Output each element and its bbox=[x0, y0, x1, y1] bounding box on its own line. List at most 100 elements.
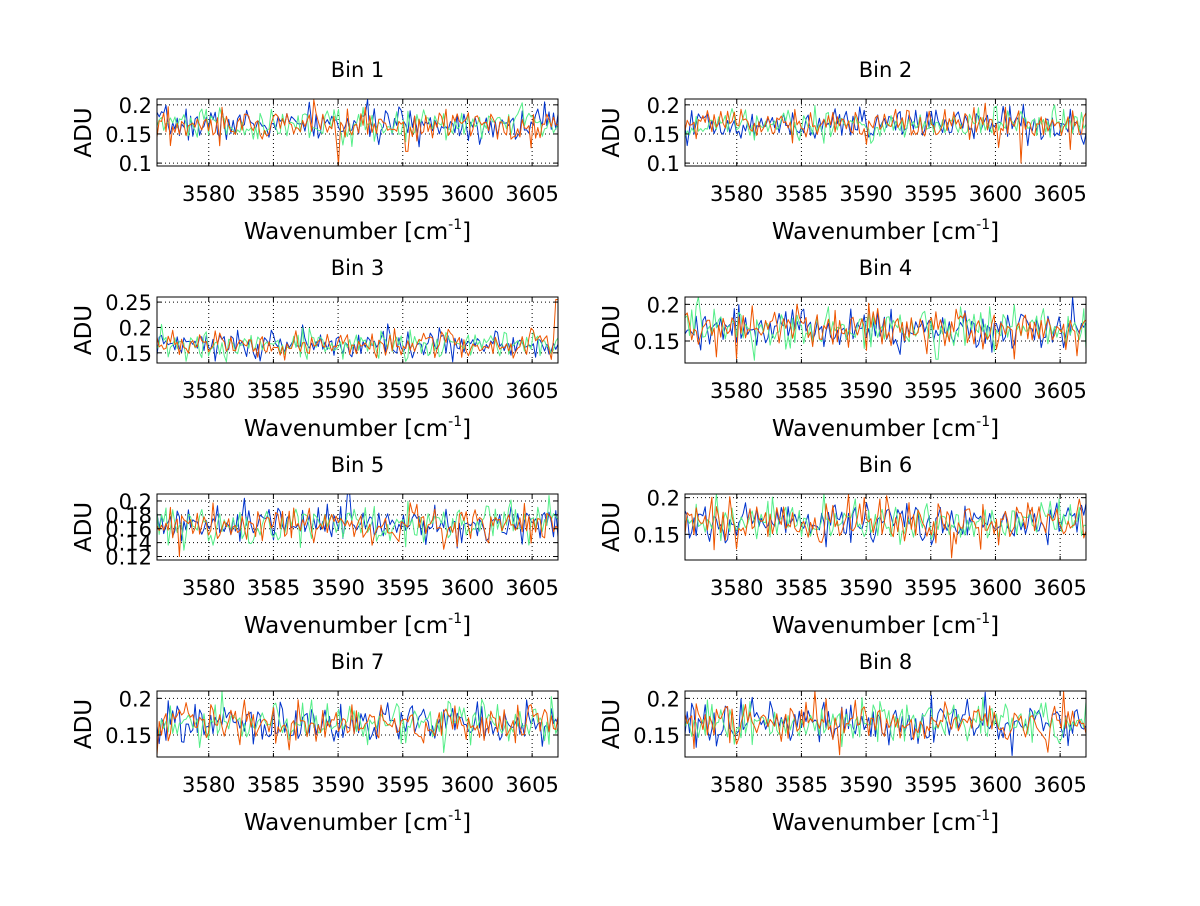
x-tick-label: 3580 bbox=[710, 182, 763, 206]
y-axis-label: ADU bbox=[71, 107, 97, 157]
series-green bbox=[156, 102, 559, 147]
series-orange bbox=[684, 302, 1087, 360]
x-tick-label: 3580 bbox=[710, 379, 763, 403]
y-tick-label: 0.2 bbox=[119, 316, 152, 340]
x-tick-label: 3595 bbox=[904, 379, 957, 403]
panel-title: Bin 4 bbox=[859, 256, 913, 280]
x-axis-label-close: ] bbox=[462, 810, 471, 836]
x-tick-label: 3600 bbox=[441, 379, 494, 403]
x-tick-label: 3605 bbox=[1033, 773, 1086, 797]
x-tick-label: 3580 bbox=[182, 576, 235, 600]
x-tick-label: 3580 bbox=[710, 773, 763, 797]
series-green bbox=[684, 696, 1087, 748]
x-axis-label: Wavenumber [cm-1] bbox=[772, 808, 999, 836]
series-orange bbox=[684, 102, 1087, 164]
x-axis-label-main: Wavenumber [cm bbox=[772, 416, 976, 442]
series-green bbox=[684, 493, 1087, 545]
x-axis-label-main: Wavenumber [cm bbox=[244, 810, 448, 836]
axes-frame bbox=[684, 98, 1087, 167]
x-axis-label-main: Wavenumber [cm bbox=[772, 613, 976, 639]
x-axis-label-superscript: -1 bbox=[976, 808, 990, 824]
axes-frame bbox=[684, 296, 1087, 364]
series-green bbox=[156, 323, 559, 363]
x-axis-label-main: Wavenumber [cm bbox=[772, 219, 976, 245]
x-tick-label: 3585 bbox=[247, 379, 300, 403]
panel-4: 3580 3585 3590 3595 3600 3605 0.15 0.2 Bin 4 ADU W… bbox=[599, 256, 1087, 442]
x-tick-label: 3595 bbox=[376, 576, 429, 600]
y-axis-label: ADU bbox=[599, 305, 625, 355]
x-axis-label-main: Wavenumber [cm bbox=[244, 219, 448, 245]
x-axis-label-close: ] bbox=[990, 416, 999, 442]
x-tick-label: 3590 bbox=[311, 773, 364, 797]
y-tick-label: 0.2 bbox=[647, 687, 680, 711]
panel-title: Bin 3 bbox=[331, 256, 385, 280]
x-tick-label: 3590 bbox=[311, 379, 364, 403]
y-tick-label: 0.15 bbox=[105, 724, 152, 748]
x-tick-label: 3590 bbox=[839, 379, 892, 403]
x-tick-label: 3605 bbox=[505, 379, 558, 403]
x-tick-label: 3585 bbox=[775, 182, 828, 206]
x-tick-label: 3605 bbox=[1033, 576, 1086, 600]
x-axis-label-close: ] bbox=[990, 613, 999, 639]
x-tick-label: 3590 bbox=[311, 576, 364, 600]
x-axis-label-superscript: -1 bbox=[448, 611, 462, 627]
y-tick-label: 0.2 bbox=[119, 490, 152, 514]
y-tick-label: 0.1 bbox=[119, 152, 152, 176]
panel-title: Bin 8 bbox=[859, 650, 913, 674]
x-tick-label: 3580 bbox=[182, 379, 235, 403]
y-tick-label: 0.16 bbox=[105, 518, 152, 542]
x-axis-label-main: Wavenumber [cm bbox=[244, 416, 448, 442]
panel-title: Bin 7 bbox=[331, 650, 385, 674]
panel-3: 3580 3585 3590 3595 3600 3605 0.150.20.25 Bin 3… bbox=[71, 256, 559, 442]
x-tick-label: 3580 bbox=[182, 182, 235, 206]
axes-frame bbox=[156, 98, 559, 167]
x-tick-label: 3595 bbox=[904, 182, 957, 206]
y-axis-label: ADU bbox=[599, 699, 625, 749]
panel-8: 3580 3585 3590 3595 3600 3605 0.15 0.2 Bin 8 ADU W… bbox=[599, 650, 1087, 836]
x-axis-label-main: Wavenumber [cm bbox=[244, 613, 448, 639]
x-tick-label: 3600 bbox=[969, 379, 1022, 403]
x-axis-label: Wavenumber [cm-1] bbox=[244, 414, 471, 442]
x-tick-label: 3605 bbox=[1033, 182, 1086, 206]
axes-frame bbox=[684, 690, 1087, 758]
panel-2: 3580 3585 3590 3595 3600 3605 0.1 0.15 0.2 Bin 2 A… bbox=[599, 58, 1087, 245]
plot-area bbox=[157, 99, 558, 166]
x-tick-label: 3590 bbox=[839, 182, 892, 206]
x-axis-label-close: ] bbox=[990, 810, 999, 836]
x-tick-label: 3605 bbox=[1033, 379, 1086, 403]
y-tick-label: 0.18 bbox=[105, 504, 152, 528]
x-axis-label-close: ] bbox=[462, 219, 471, 245]
x-tick-label: 3595 bbox=[904, 773, 957, 797]
x-axis-label-close: ] bbox=[462, 613, 471, 639]
x-axis-label-superscript: -1 bbox=[448, 808, 462, 824]
panel-title: Bin 2 bbox=[859, 58, 913, 82]
x-tick-label: 3605 bbox=[505, 576, 558, 600]
panel-1: 3580 3585 3590 3595 3600 3605 0.1 0.15 0.2 Bin 1 A… bbox=[71, 58, 559, 245]
plot-area bbox=[157, 494, 558, 560]
x-axis-label: Wavenumber [cm-1] bbox=[244, 808, 471, 836]
y-tick-label: 0.14 bbox=[105, 532, 152, 556]
panel-title: Bin 6 bbox=[859, 453, 913, 477]
x-tick-label: 3600 bbox=[969, 773, 1022, 797]
y-tick-label: 0.15 bbox=[105, 123, 152, 147]
x-axis-label-superscript: -1 bbox=[976, 414, 990, 430]
y-tick-label: 0.2 bbox=[119, 687, 152, 711]
y-axis-label: ADU bbox=[71, 699, 97, 749]
y-tick-label: 0.15 bbox=[105, 342, 152, 366]
y-axis-label: ADU bbox=[71, 502, 97, 552]
y-tick-label: 0.15 bbox=[633, 330, 680, 354]
x-tick-label: 3590 bbox=[311, 182, 364, 206]
axes-frame bbox=[156, 690, 559, 758]
x-axis-label-superscript: -1 bbox=[448, 217, 462, 233]
x-tick-label: 3585 bbox=[775, 773, 828, 797]
axes-frame bbox=[156, 493, 559, 561]
x-tick-label: 3600 bbox=[441, 182, 494, 206]
series-orange bbox=[156, 299, 558, 361]
x-tick-label: 3605 bbox=[505, 182, 558, 206]
x-tick-label: 3605 bbox=[505, 773, 558, 797]
y-tick-label: 0.15 bbox=[633, 523, 680, 547]
y-tick-label: 0.2 bbox=[647, 94, 680, 118]
y-tick-label: 0.2 bbox=[647, 487, 680, 511]
x-tick-label: 3585 bbox=[775, 379, 828, 403]
panel-5: 3580 3585 3590 3595 3600 3605 0.120.140.160.18… bbox=[71, 453, 559, 639]
